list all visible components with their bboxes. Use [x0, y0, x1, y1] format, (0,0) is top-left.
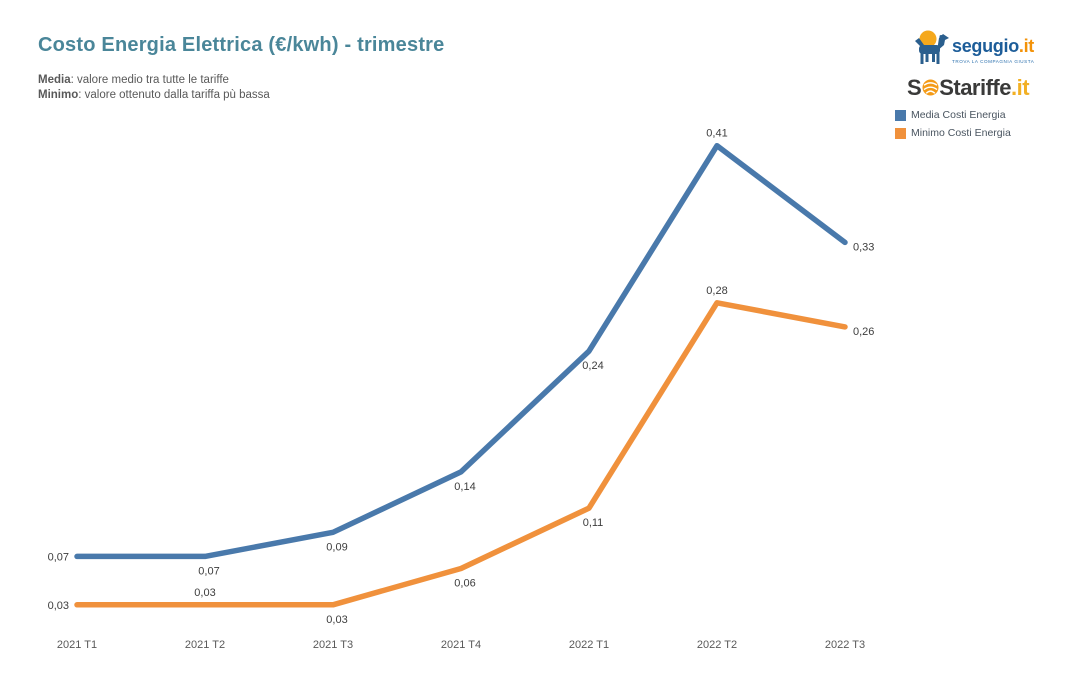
x-axis-label-2022-t3: 2022 T3 [825, 639, 865, 651]
segugio-logo-name: segugio [952, 36, 1019, 56]
data-label-minimo-2022-t3: 0,26 [853, 326, 874, 338]
x-axis-label-2021-t3: 2021 T3 [313, 639, 353, 651]
x-axis-label-2021-t2: 2021 T2 [185, 639, 225, 651]
legend-label-minimo: Minimo Costi Energia [911, 127, 1011, 139]
x-axis-label-2021-t4: 2021 T4 [441, 639, 481, 651]
media-legend-swatch-icon [895, 109, 906, 121]
legend-label-media: Media Costi Energia [911, 109, 1006, 121]
data-label-minimo-2022-t2: 0,28 [706, 285, 727, 297]
legend-item-minimo: Minimo Costi Energia [895, 127, 1011, 139]
segugio-logo-tagline: TROVA LA COMPAGNIA GIUSTA [952, 59, 1035, 64]
segugio-logo-text: segugio.it TROVA LA COMPAGNIA GIUSTA [952, 36, 1034, 64]
data-label-media-2021-t4: 0,14 [454, 481, 475, 493]
minimo-legend-swatch-icon [895, 127, 906, 139]
data-label-media-2021-t2: 0,07 [198, 565, 219, 577]
sostariffe-logo-s2: S [939, 75, 954, 100]
data-label-media-2022-t1: 0,24 [582, 360, 603, 372]
subtitle-desc-media: : valore medio tra tutte le tariffe [70, 74, 229, 86]
data-label-media-2022-t2: 0,41 [706, 128, 727, 140]
x-axis-label-2022-t1: 2022 T1 [569, 639, 609, 651]
segugio-logo: segugio.it TROVA LA COMPAGNIA GIUSTA [912, 27, 1034, 74]
segugio-dog-logo-icon [912, 27, 950, 74]
data-label-media-2022-t3: 0,33 [853, 241, 874, 253]
series-line-minimo [74, 300, 848, 608]
subtitle-term-minimo: Minimo [38, 89, 79, 101]
sostariffe-logo-tld: .it [1011, 75, 1030, 100]
chart-legend: Media Costi Energia Minimo Costi Energia [895, 109, 1011, 145]
data-label-media-2021-t1: 0,07 [48, 551, 69, 563]
data-label-minimo-2021-t2: 0,03 [194, 587, 215, 599]
x-axis-label-2022-t2: 2022 T2 [697, 639, 737, 651]
subtitle-line-media: Media: valore medio tra tutte le tariffe [38, 73, 270, 88]
legend-item-media: Media Costi Energia [895, 109, 1011, 121]
data-label-minimo-2021-t4: 0,06 [454, 578, 475, 590]
subtitle-term-media: Media [38, 74, 71, 86]
sostariffe-logo-s1: S [907, 75, 922, 100]
series-line-media [74, 142, 848, 560]
subtitle-desc-minimo: : valore ottenuto dalla tariffa pù bassa [78, 89, 270, 101]
page-title: Costo Energia Elettrica (€/kwh) - trimes… [38, 34, 445, 56]
segugio-logo-tld: .it [1018, 36, 1035, 56]
sostariffe-logo-name: tariffe [953, 75, 1011, 100]
x-axis-label-2021-t1: 2021 T1 [57, 639, 97, 651]
data-label-minimo-2022-t1: 0,11 [583, 517, 604, 529]
data-label-minimo-2021-t3: 0,03 [326, 614, 347, 626]
data-label-minimo-2021-t1: 0,03 [48, 600, 69, 612]
chart-subtitle: Media: valore medio tra tutte le tariffe… [38, 73, 270, 103]
subtitle-line-minimo: Minimo: valore ottenuto dalla tariffa pù… [38, 88, 270, 103]
sostariffe-ball-icon [922, 76, 939, 102]
data-label-media-2021-t3: 0,09 [326, 541, 347, 553]
